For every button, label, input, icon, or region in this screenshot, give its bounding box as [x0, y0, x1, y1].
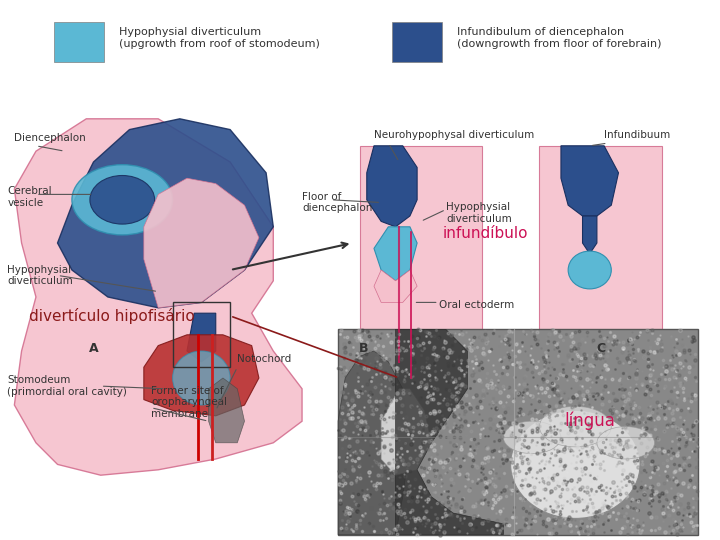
Text: Former site of
oropharyngeal
membrane: Former site of oropharyngeal membrane — [151, 386, 227, 419]
Polygon shape — [144, 178, 259, 308]
Text: Infundibuum: Infundibuum — [604, 130, 670, 140]
FancyBboxPatch shape — [392, 22, 442, 62]
Text: B: B — [359, 342, 368, 355]
Ellipse shape — [503, 421, 561, 454]
Polygon shape — [144, 335, 259, 416]
Text: língua: língua — [564, 412, 615, 430]
Text: Cerebral
vesicle: Cerebral vesicle — [7, 186, 52, 208]
Text: Hypophysial
diverticulum: Hypophysial diverticulum — [7, 265, 73, 286]
Bar — [173, 302, 230, 367]
Polygon shape — [395, 329, 503, 535]
Bar — [539, 146, 662, 362]
Polygon shape — [381, 389, 431, 475]
FancyBboxPatch shape — [54, 22, 104, 62]
Text: Floor of
diencephalon: Floor of diencephalon — [302, 192, 372, 213]
Text: Stomodeum
(primordial oral cavity): Stomodeum (primordial oral cavity) — [7, 375, 127, 397]
Text: Notochord: Notochord — [238, 354, 292, 364]
Ellipse shape — [173, 351, 230, 405]
Polygon shape — [561, 146, 618, 216]
Ellipse shape — [568, 251, 611, 289]
Polygon shape — [58, 119, 274, 308]
Polygon shape — [187, 313, 216, 362]
Ellipse shape — [90, 176, 155, 224]
Ellipse shape — [597, 427, 654, 459]
Polygon shape — [374, 270, 417, 302]
Text: divertículo hipofisário: divertículo hipofisário — [29, 308, 194, 324]
Ellipse shape — [539, 406, 611, 447]
Polygon shape — [582, 216, 597, 254]
Ellipse shape — [510, 410, 640, 518]
Polygon shape — [338, 351, 410, 535]
Text: Infundibulum of diencephalon
(downgrowth from floor of forebrain): Infundibulum of diencephalon (downgrowth… — [456, 27, 661, 49]
Bar — [359, 146, 482, 362]
Text: Hypophysial diverticulum
(upgrowth from roof of stomodeum): Hypophysial diverticulum (upgrowth from … — [119, 27, 320, 49]
Text: Oral ectoderm: Oral ectoderm — [438, 300, 514, 310]
Text: Neurohypophysal diverticulum: Neurohypophysal diverticulum — [374, 130, 534, 140]
Polygon shape — [14, 119, 302, 475]
Text: A: A — [89, 342, 99, 355]
Polygon shape — [366, 146, 417, 227]
Text: infundíbulo: infundíbulo — [442, 226, 528, 241]
Text: C: C — [596, 342, 605, 355]
Text: Diencephalon: Diencephalon — [14, 133, 86, 143]
Bar — [338, 329, 698, 535]
Polygon shape — [374, 227, 417, 281]
Ellipse shape — [72, 165, 173, 235]
Polygon shape — [209, 378, 245, 443]
Text: Hypophysial
diverticulum: Hypophysial diverticulum — [446, 202, 512, 224]
